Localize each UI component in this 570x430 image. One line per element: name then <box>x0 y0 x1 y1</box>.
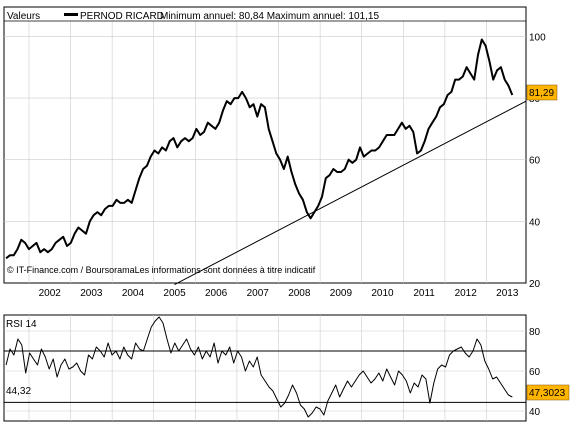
credit-text: © IT-Finance.com / BoursoramaLes informa… <box>7 265 316 275</box>
price-y-tick-label: 100 <box>529 32 546 43</box>
price-y-tick-label: 40 <box>529 217 541 228</box>
last-price-badge-bg <box>526 84 558 101</box>
x-tick-label: 2010 <box>371 288 394 299</box>
header-instrument: PERNOD RICARD <box>80 11 164 22</box>
last-rsi-badge: 47,3023 <box>526 384 570 401</box>
x-tick-label: 2004 <box>122 288 145 299</box>
x-tick-label: 2003 <box>80 288 103 299</box>
last-price-value: 81,29 <box>529 88 554 99</box>
x-tick-label: 2012 <box>455 288 478 299</box>
legend-swatch <box>64 13 78 16</box>
x-tick-label: 2002 <box>39 288 62 299</box>
rsi-y-tick-label: 60 <box>529 367 541 378</box>
rsi-level-label: 44,32 <box>6 386 31 397</box>
price-grid <box>4 21 526 283</box>
x-tick-label: 2007 <box>247 288 270 299</box>
x-tick-label: 2008 <box>288 288 311 299</box>
price-y-tick-label: 20 <box>529 279 541 290</box>
rsi-marks <box>4 316 526 418</box>
x-tick-label: 2005 <box>163 288 186 299</box>
rsi-series-line <box>5 316 513 418</box>
header-range: Minimum annuel: 80,84 Maximum annuel: 10… <box>160 11 379 22</box>
rsi-y-axis: 40 60 80 <box>529 327 541 418</box>
price-panel <box>3 6 527 284</box>
rsi-y-tick-label: 80 <box>529 327 541 338</box>
price-marks <box>5 38 527 285</box>
rsi-grid <box>4 315 526 421</box>
last-price-badge: 81,29 <box>526 84 558 101</box>
price-y-tick-label: 60 <box>529 156 541 167</box>
header-label: Valeurs <box>7 11 40 22</box>
x-tick-label: 2009 <box>330 288 353 299</box>
x-tick-label: 2011 <box>413 288 435 299</box>
last-rsi-value: 47,3023 <box>529 388 566 399</box>
rsi-label: RSI 14 <box>6 319 37 330</box>
price-y-axis: 20406080100 <box>529 32 546 290</box>
trendline <box>174 100 527 285</box>
x-tick-label: 2013 <box>496 288 519 299</box>
x-axis: 2002 2003 2004 2005 2006 2007 2008 2009 2010 2011… <box>39 288 519 299</box>
rsi-y-tick-label: 40 <box>529 407 541 418</box>
last-rsi-badge-bg <box>526 384 570 401</box>
price-series-line <box>5 38 514 260</box>
x-tick-label: 2006 <box>205 288 228 299</box>
